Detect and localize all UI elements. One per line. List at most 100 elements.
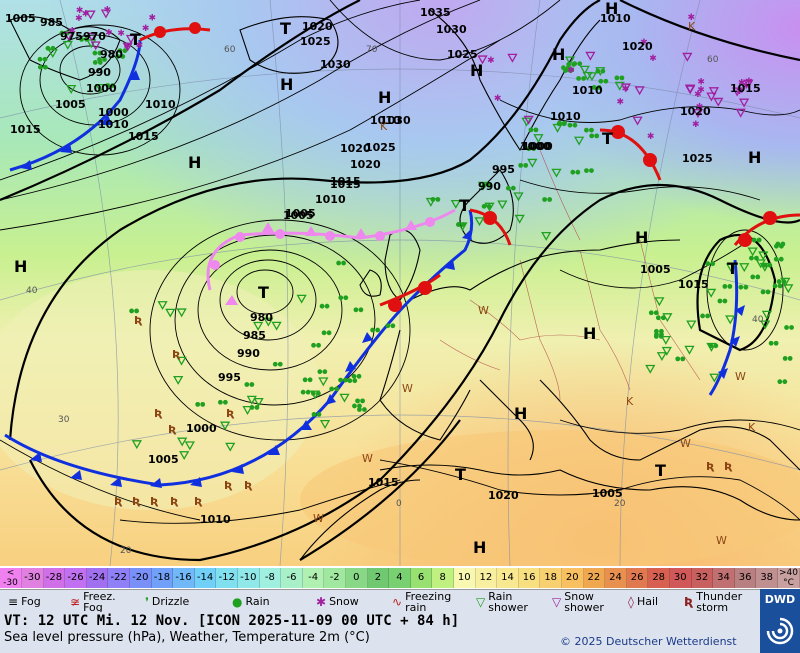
rain-dot [338,295,344,301]
isobar-label: 1005 [55,98,86,111]
isobar-label: 1020 [680,105,711,118]
rain-dot [768,340,774,346]
dwd-logo-text: DWD [764,593,796,606]
colorbar-cell: 36 [734,568,757,588]
map-subtitle: Sea level pressure (hPa), Weather, Tempe… [4,630,370,645]
rain-dot [722,284,728,289]
thunderstorm-symbol: Ʀ [224,479,233,492]
snow-shower-icon: ▽ [552,594,562,609]
shower-symbol [319,419,331,429]
high-pressure-center: H [514,404,527,423]
rain-dot [102,57,107,62]
rain-dot [129,308,135,314]
rain-dot [710,261,716,267]
isobar-label: 1015 [10,123,41,136]
wind-symbol: W [402,382,413,395]
snow-symbol: ✱ [640,38,648,48]
rain-dot [705,313,711,319]
graticule [0,0,800,566]
isobar-label: 1010 [145,98,176,111]
rain-dot [334,386,340,392]
shower-symbol [122,42,133,52]
rain-dot [97,57,102,62]
shower-symbol [632,116,643,126]
rain-dot [572,122,578,128]
rain-dot [784,325,789,330]
shower-symbol [614,81,625,91]
temperature-label: 60 [224,45,236,55]
rain-dot [589,133,595,139]
colorbar-cell: -14 [194,568,217,588]
colorbar-cell: -26 [65,568,87,588]
rain-dot [570,169,576,175]
rain-dot [122,48,128,54]
temperature-label: 40 [752,315,764,325]
colorbar-cell: 24 [605,568,627,588]
rain-dot [700,313,706,319]
shower-symbol [758,251,769,261]
shower-symbol [242,406,253,415]
shower-symbol [661,346,672,356]
high-pressure-center: H [552,45,565,64]
weather-legend: ≡ Fog ≆ Freez. Fog ❜ Drizzle ● Rain ✱ Sn… [0,589,760,613]
rain-dot [347,378,353,384]
high-pressure-center: H [378,88,391,107]
rain-dot [357,403,362,409]
rain-dot [765,289,771,295]
rain-dot [713,343,719,349]
colorbar-cell: -12 [216,568,238,588]
shower-symbol [709,373,720,383]
rain-dot [727,284,733,289]
isobar-label: 1025 [365,141,396,154]
rain-dot [756,237,762,243]
cold-front-east [708,259,739,396]
shower-symbol [95,83,106,93]
isobar-label: 1020 [302,20,333,33]
wind-symbol: W [680,437,691,450]
isobar-label: 1000 [86,82,117,95]
shower-symbol [85,10,96,20]
snow-symbol: ✱ [687,13,695,23]
wind-symbol: W [716,534,727,547]
isobar-label: 1010 [98,118,129,131]
high-pressure-center: H [188,153,201,172]
rain-dot [526,146,532,152]
rain-dot [614,75,620,81]
isobar-label: 990 [88,66,111,79]
rain-dot [575,169,581,175]
colorbar-cell: 32 [691,568,714,588]
snow-symbol: ✱ [616,98,624,108]
shower-symbol [686,320,697,330]
rain-dot [311,411,317,417]
high-pressure-center: H [635,228,648,247]
rain-dot [655,315,661,321]
rain-dot [561,121,567,127]
rain-dot [510,185,516,191]
isobar-label: 1005 [640,263,671,276]
shower-symbol [457,222,468,232]
rain-dot [254,405,260,410]
isobar-label: 1005 [283,209,314,222]
isobar-label: 1010 [370,114,401,127]
isobar-label: 1025 [300,35,331,48]
colorbar-cell: 38 [756,568,778,588]
snow-symbol: ✱ [117,29,125,39]
shower-symbol [783,284,794,294]
legend-snow-shower: ▽ Snow shower [552,589,604,614]
shower-symbol [684,345,695,355]
isobar-label: 985 [40,16,63,29]
isobar-label: 990 [237,347,260,360]
rain-dot [370,327,376,333]
shower-symbol [131,440,142,450]
country-borders [439,149,701,401]
isobar-label: 1015 [730,82,761,95]
shower-symbol [755,259,766,269]
rain-dot [45,45,51,51]
snow-symbol: ✱ [69,27,77,37]
colorbar-cell: -30 [22,568,44,588]
colorbar-cell: -4 [302,568,325,588]
snow-symbol: ✱ [149,14,157,24]
copyright-text: © 2025 Deutscher Wetterdienst [560,635,737,648]
coastlines [9,9,800,561]
snow-symbol: ✱ [742,82,750,92]
